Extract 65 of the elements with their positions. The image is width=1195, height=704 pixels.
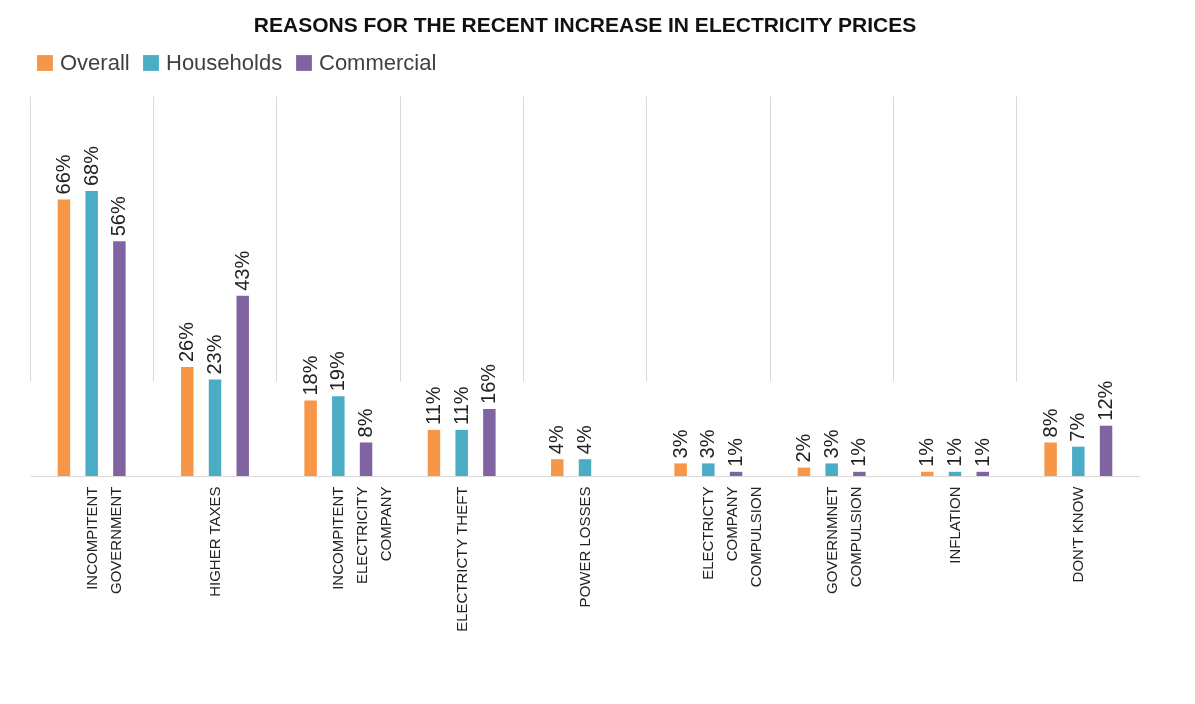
bar — [674, 463, 687, 476]
legend-label: Commercial — [319, 50, 437, 75]
bar — [578, 459, 592, 476]
bar — [825, 463, 838, 476]
chart-title: REASONS FOR THE RECENT INCREASE IN ELECTRICITY PRICES — [253, 13, 917, 36]
bar — [976, 471, 989, 476]
data-label: 8% — [1038, 408, 1061, 438]
data-label: 11% — [421, 386, 444, 425]
data-label: 2% — [791, 433, 814, 463]
bar — [332, 396, 345, 476]
data-label: 7% — [1066, 412, 1089, 442]
x-tick-label: ELECTRICTY THEFT — [452, 486, 470, 632]
data-label: 3% — [696, 429, 719, 459]
data-label: 1% — [970, 437, 993, 467]
x-tick-label: HIGHER TAXES — [206, 486, 223, 597]
bar — [57, 199, 71, 476]
data-label: 43% — [230, 250, 253, 291]
bar — [551, 459, 564, 476]
data-label: 11% — [449, 386, 472, 425]
bar — [236, 295, 249, 476]
bar — [853, 471, 866, 476]
bar — [948, 471, 962, 476]
data-label: 56% — [107, 196, 130, 237]
x-tick-label: INCOMPITENT GOVERNMENT — [82, 486, 124, 595]
data-label: 8% — [354, 408, 377, 438]
data-label: 4% — [573, 425, 595, 455]
data-label: 66% — [51, 154, 74, 195]
bar — [1072, 446, 1085, 476]
bar — [427, 429, 441, 476]
x-tick-label: ELECTRICTY COMPANY COMPULSION — [699, 486, 765, 588]
bar — [359, 442, 373, 476]
data-label: 26% — [175, 321, 198, 363]
data-label: 1% — [943, 437, 965, 467]
bar — [729, 471, 743, 476]
bar — [1044, 442, 1057, 476]
bar — [85, 191, 98, 476]
data-label: 1% — [847, 437, 870, 467]
data-label: 1% — [915, 437, 938, 467]
bar — [1099, 425, 1113, 476]
data-label: 23% — [203, 334, 225, 375]
x-tick-label: INFLATION — [946, 486, 963, 564]
bar — [455, 429, 468, 476]
data-label: 19% — [326, 351, 349, 392]
x-tick-label: DON'T KNOW — [1069, 485, 1087, 583]
data-label: 1% — [724, 437, 747, 467]
bar — [113, 241, 126, 476]
bar — [921, 471, 934, 476]
data-label: 3% — [668, 429, 691, 459]
bar — [181, 367, 194, 476]
x-tick-label: POWER LOSSES — [576, 486, 593, 608]
bar — [304, 400, 317, 476]
data-label: 12% — [1094, 380, 1117, 421]
x-tick-label: GOVERNMNET COMPULSION — [822, 486, 864, 595]
data-label: 18% — [298, 355, 321, 396]
bar — [797, 467, 811, 476]
bar — [483, 408, 496, 476]
bar — [208, 379, 222, 476]
bar — [702, 463, 715, 476]
data-label: 68% — [79, 145, 102, 186]
data-label: 16% — [477, 363, 500, 404]
data-label: 3% — [819, 429, 842, 459]
legend-label: Households — [166, 50, 283, 75]
data-label: 4% — [545, 425, 568, 455]
legend-label: Overall — [60, 50, 130, 75]
x-tick-label: INCOMPITENT ELECTRICITY COMPANY — [329, 486, 395, 590]
